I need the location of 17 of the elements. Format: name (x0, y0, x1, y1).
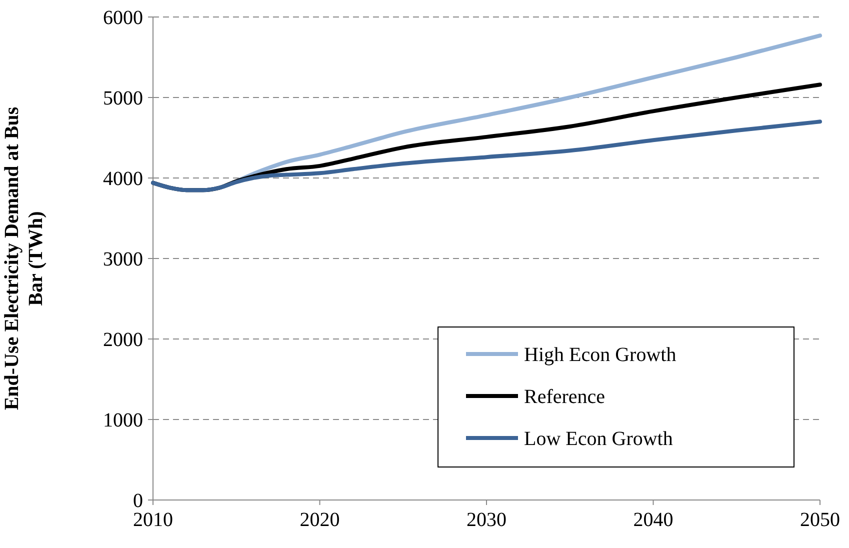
y-tick-label: 2000 (103, 329, 143, 351)
legend-label: Low Econ Growth (524, 428, 673, 450)
y-tick-label: 5000 (103, 88, 143, 110)
x-tick-label: 2050 (800, 509, 840, 531)
y-tick-label: 6000 (103, 7, 143, 29)
y-tick-label: 3000 (103, 248, 143, 270)
y-tick-label: 4000 (103, 168, 143, 190)
legend-label: High Econ Growth (524, 344, 676, 366)
y-tick-label: 1000 (103, 410, 143, 432)
x-tick-label: 2020 (300, 509, 340, 531)
legend-label: Reference (524, 386, 606, 408)
x-tick-label: 2030 (466, 509, 506, 531)
y-axis-title: End-Use Electricity Demand at Bus Bar (TWh) (1, 106, 47, 410)
y-tick-label: 0 (133, 490, 143, 512)
x-tick-label: 2010 (133, 509, 173, 531)
x-tick-label: 2040 (633, 509, 674, 531)
line-series (151, 120, 822, 192)
